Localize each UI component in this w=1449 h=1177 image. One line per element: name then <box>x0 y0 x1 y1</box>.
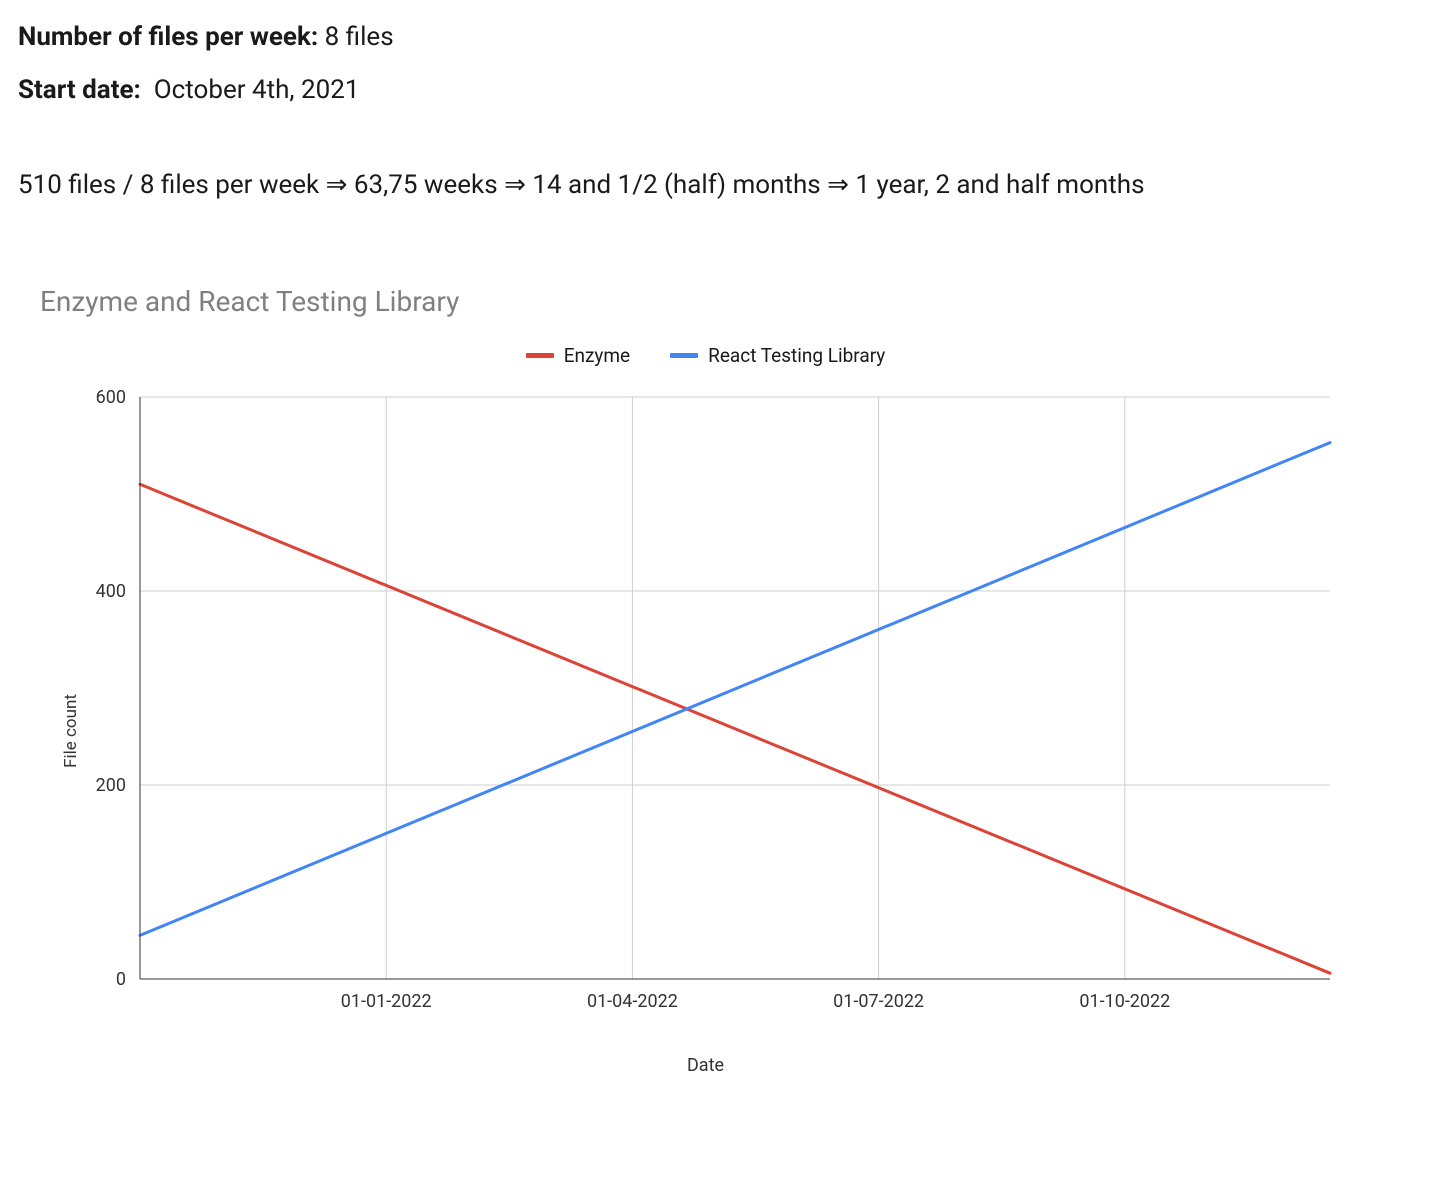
chart-ylabel: File count <box>61 694 81 768</box>
legend-label-rtl: React Testing Library <box>708 344 885 367</box>
svg-text:01-04-2022: 01-04-2022 <box>587 991 678 1012</box>
chart-title: Enzyme and React Testing Library <box>40 285 1371 318</box>
legend-label-enzyme: Enzyme <box>564 344 630 367</box>
svg-text:01-01-2022: 01-01-2022 <box>341 991 432 1012</box>
page-root: Number of files per week: 8 files Start … <box>0 0 1449 1106</box>
files-per-week-value: 8 files <box>325 22 394 52</box>
series-react-testing-library <box>140 443 1330 936</box>
files-per-week-label: Number of files per week: <box>18 22 318 52</box>
svg-text:01-07-2022: 01-07-2022 <box>833 991 924 1012</box>
chart-legend: Enzyme React Testing Library <box>40 344 1371 367</box>
svg-text:0: 0 <box>116 969 126 990</box>
start-date-label: Start date: <box>18 75 141 105</box>
files-per-week-line: Number of files per week: 8 files <box>18 18 1431 57</box>
svg-text:200: 200 <box>96 775 126 796</box>
chart-svg: 0 200 400 600 01-01-2022 01-04-2022 01-07-2022… <box>40 385 1340 1025</box>
calculation-text: 510 files / 8 files per week ⇒ 63,75 wee… <box>18 166 1431 205</box>
series-enzyme <box>140 484 1330 973</box>
chart-xlabel: Date <box>40 1055 1371 1076</box>
svg-text:600: 600 <box>96 387 126 408</box>
legend-item-enzyme: Enzyme <box>526 344 630 367</box>
legend-swatch-enzyme <box>526 353 554 358</box>
start-date-line: Start date: October 4th, 2021 <box>18 71 1431 110</box>
chart-box: File count 0 200 400 600 01-01-2022 01-04-202… <box>40 385 1371 1076</box>
legend-swatch-rtl <box>670 353 698 358</box>
svg-text:400: 400 <box>96 581 126 602</box>
svg-text:01-10-2022: 01-10-2022 <box>1079 991 1170 1012</box>
legend-item-rtl: React Testing Library <box>670 344 885 367</box>
start-date-value: October 4th, 2021 <box>154 75 360 105</box>
chart-container: Enzyme and React Testing Library Enzyme … <box>40 285 1371 1076</box>
